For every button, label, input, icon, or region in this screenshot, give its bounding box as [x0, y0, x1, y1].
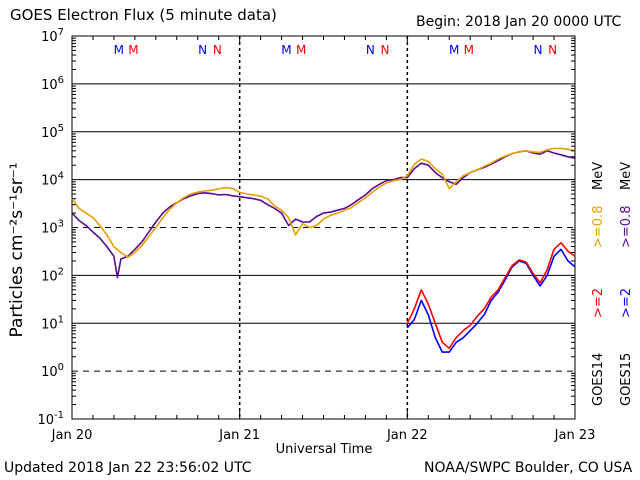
y-axis-title: Particles cm⁻²s⁻¹sr⁻¹ — [7, 162, 27, 337]
legend-unit-1: MeV — [591, 162, 606, 190]
y-tick-label: 10-1 — [37, 410, 64, 428]
satellite-marker: M — [449, 43, 459, 57]
series-line-2 — [406, 248, 576, 353]
legend-goes15: GOES15 — [619, 353, 634, 406]
legend-unit-2: MeV — [619, 162, 634, 190]
satellite-marker: M — [114, 43, 124, 57]
satellite-marker: N — [548, 43, 557, 57]
chart-title: GOES Electron Flux (5 minute data) — [10, 6, 277, 24]
x-tick-label: Jan 21 — [218, 428, 260, 443]
plot-area — [71, 35, 576, 420]
satellite-marker: N — [533, 43, 542, 57]
y-tick-label: 106 — [41, 75, 64, 93]
legend-goes15-08mev: >=0.8 — [619, 206, 634, 248]
satellite-marker: N — [380, 43, 389, 57]
source-credit: NOAA/SWPC Boulder, CO USA — [424, 460, 633, 476]
y-tick-label: 104 — [41, 171, 64, 189]
updated-time: Updated 2018 Jan 22 23:56:02 UTC — [4, 460, 252, 476]
y-tick-label: 101 — [41, 314, 64, 332]
satellite-marker: M — [281, 43, 291, 57]
x-tick-label: Jan 22 — [386, 428, 428, 443]
legend-goes14: GOES14 — [591, 353, 606, 406]
y-tick-label: 102 — [41, 266, 64, 284]
y-tick-label: 100 — [41, 362, 64, 380]
satellite-marker: M — [296, 43, 306, 57]
series-line-0 — [71, 150, 576, 279]
series-line-1 — [71, 147, 576, 259]
satellite-marker: M — [128, 43, 138, 57]
x-tick-label: Jan 23 — [554, 428, 596, 443]
satellite-marker: N — [198, 43, 207, 57]
y-tick-label: 107 — [41, 27, 64, 45]
begin-time: Begin: 2018 Jan 20 0000 UTC — [416, 14, 622, 30]
legend-goes14-2mev: >=2 — [591, 288, 606, 318]
satellite-marker: M — [464, 43, 474, 57]
legend-goes14-08mev: >=0.8 — [591, 206, 606, 248]
satellite-marker: N — [213, 43, 222, 57]
y-tick-label: 105 — [41, 123, 64, 141]
series-line-3 — [406, 242, 576, 350]
x-tick-label: Jan 20 — [51, 428, 93, 443]
x-axis-title: Universal Time — [276, 442, 373, 457]
legend-goes15-2mev: >=2 — [619, 288, 634, 318]
y-tick-label: 103 — [41, 219, 64, 237]
satellite-marker: N — [366, 43, 375, 57]
